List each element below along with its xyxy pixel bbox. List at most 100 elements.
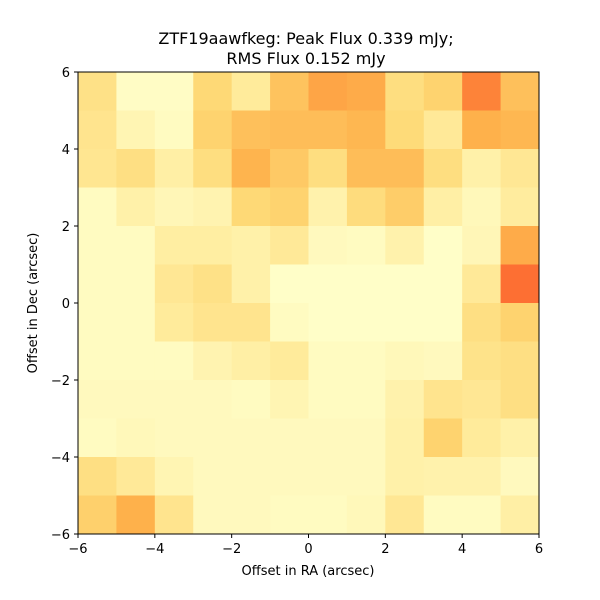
heatmap-cell: [270, 380, 309, 419]
x-tick-label: 2: [381, 542, 389, 557]
heatmap-cell: [78, 149, 117, 188]
heatmap-cell: [462, 264, 502, 304]
heatmap-cell: [462, 72, 502, 111]
heatmap-cell: [462, 495, 502, 535]
heatmap-cell: [385, 264, 425, 304]
heatmap-cell: [193, 495, 233, 535]
y-tick-label: 2: [62, 220, 70, 235]
heatmap-cell: [116, 187, 156, 227]
chart-title-line-2: RMS Flux 0.152 mJy: [226, 49, 385, 68]
heatmap-cell: [385, 457, 425, 496]
heatmap-cell: [500, 149, 540, 188]
heatmap-cell: [500, 264, 540, 304]
heatmap-cell: [385, 418, 425, 458]
heatmap-cell: [308, 303, 348, 342]
heatmap-cell: [193, 341, 233, 381]
x-tick-label: −2: [222, 542, 241, 557]
heatmap-cell: [385, 303, 425, 342]
heatmap-cell: [116, 149, 156, 188]
heatmap-cell: [270, 495, 309, 535]
heatmap-cell: [78, 187, 117, 227]
heatmap-cell: [500, 418, 540, 458]
heatmap-cell: [193, 380, 233, 419]
heatmap-cell: [423, 110, 463, 150]
heatmap-cell: [78, 264, 117, 304]
heatmap-cell: [500, 72, 540, 111]
heatmap-cell: [385, 380, 425, 419]
heatmap-cell: [154, 72, 194, 111]
heatmap-cell: [308, 226, 348, 265]
heatmap-cell: [462, 187, 502, 227]
heatmap-cell: [308, 457, 348, 496]
heatmap-cell: [346, 149, 386, 188]
heatmap-cell: [193, 110, 233, 150]
heatmap-cell: [116, 495, 156, 535]
y-tick-label: −4: [51, 451, 70, 466]
heatmap-cell: [423, 418, 463, 458]
heatmap-cell: [231, 110, 271, 150]
heatmap-cell: [231, 187, 271, 227]
heatmap-cell: [462, 110, 502, 150]
heatmap-cell: [423, 341, 463, 381]
heatmap-cell: [78, 72, 117, 111]
heatmap-cell: [193, 149, 233, 188]
heatmap-cell: [154, 341, 194, 381]
heatmap-cell: [308, 418, 348, 458]
heatmap-cell: [308, 110, 348, 150]
heatmap-cell: [270, 303, 309, 342]
x-tick-label: 4: [458, 542, 466, 557]
heatmap-cell: [500, 110, 540, 150]
heatmap-cell: [78, 110, 117, 150]
heatmap-cell: [423, 303, 463, 342]
heatmap-cell: [154, 226, 194, 265]
heatmap-cell: [346, 457, 386, 496]
heatmap-cell: [385, 187, 425, 227]
heatmap-cell: [231, 495, 271, 535]
heatmap-cell: [385, 226, 425, 265]
heatmap-cells: [78, 72, 540, 535]
heatmap-cell: [385, 495, 425, 535]
heatmap-cell: [423, 264, 463, 304]
heatmap-cell: [231, 418, 271, 458]
y-axis-ticks: −6 −4 −2 0 2 4 6: [51, 66, 78, 543]
heatmap-cell: [270, 341, 309, 381]
heatmap-cell: [270, 72, 309, 111]
heatmap-cell: [308, 264, 348, 304]
heatmap-cell: [270, 418, 309, 458]
heatmap-cell: [116, 72, 156, 111]
heatmap-cell: [78, 226, 117, 265]
heatmap-cell: [346, 110, 386, 150]
heatmap-cell: [346, 226, 386, 265]
heatmap-cell: [462, 149, 502, 188]
heatmap-cell: [346, 303, 386, 342]
heatmap-cell: [231, 72, 271, 111]
heatmap-cell: [270, 226, 309, 265]
heatmap-cell: [462, 457, 502, 496]
heatmap-cell: [308, 495, 348, 535]
heatmap-cell: [193, 226, 233, 265]
x-tick-label: 6: [535, 542, 543, 557]
heatmap-cell: [154, 110, 194, 150]
heatmap-cell: [385, 149, 425, 188]
heatmap-cell: [231, 226, 271, 265]
heatmap-cell: [193, 457, 233, 496]
heatmap-cell: [500, 226, 540, 265]
heatmap-cell: [462, 418, 502, 458]
y-axis-label: Offset in Dec (arcsec): [26, 233, 41, 374]
heatmap-cell: [270, 264, 309, 304]
heatmap-cell: [116, 226, 156, 265]
x-tick-label: −6: [68, 542, 87, 557]
heatmap-cell: [231, 264, 271, 304]
heatmap-cell: [346, 187, 386, 227]
heatmap-cell: [462, 341, 502, 381]
heatmap-cell: [154, 149, 194, 188]
heatmap-cell: [308, 72, 348, 111]
x-tick-label: 0: [304, 542, 312, 557]
heatmap-cell: [231, 341, 271, 381]
heatmap-cell: [346, 72, 386, 111]
heatmap-cell: [346, 418, 386, 458]
heatmap-cell: [270, 187, 309, 227]
heatmap-cell: [270, 457, 309, 496]
